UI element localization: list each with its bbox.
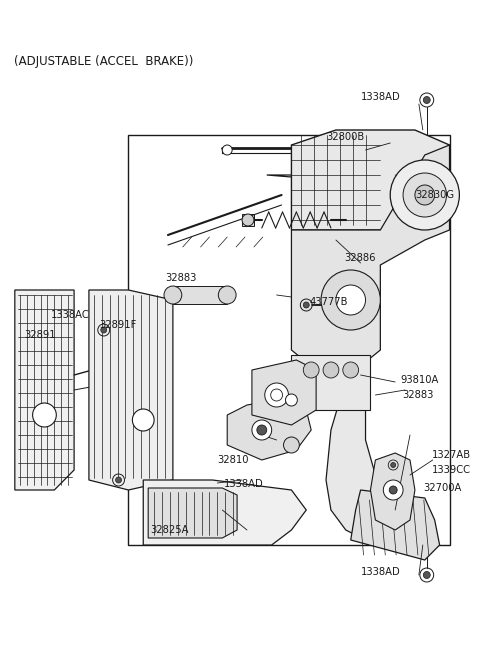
Polygon shape: [227, 400, 311, 460]
Text: 32886: 32886: [344, 253, 375, 263]
Text: 1338AD: 1338AD: [360, 567, 400, 577]
Polygon shape: [15, 290, 74, 490]
Text: 1327AB: 1327AB: [432, 450, 471, 460]
Bar: [291, 355, 371, 410]
Circle shape: [403, 173, 446, 217]
Circle shape: [101, 327, 107, 333]
Circle shape: [33, 403, 56, 427]
Text: 1339CC: 1339CC: [432, 465, 471, 475]
Circle shape: [284, 437, 300, 453]
Polygon shape: [291, 130, 449, 230]
Polygon shape: [89, 290, 173, 490]
Polygon shape: [143, 480, 306, 545]
Text: 1338AC: 1338AC: [51, 310, 90, 320]
Circle shape: [265, 383, 288, 407]
Circle shape: [257, 425, 267, 435]
Circle shape: [423, 571, 430, 579]
Text: 1338AD: 1338AD: [360, 92, 400, 102]
Polygon shape: [371, 453, 415, 530]
Text: 32891: 32891: [24, 330, 56, 340]
Circle shape: [336, 285, 366, 315]
Text: (ADJUSTABLE (ACCEL  BRAKE)): (ADJUSTABLE (ACCEL BRAKE)): [14, 55, 193, 68]
Polygon shape: [351, 490, 440, 560]
Circle shape: [303, 302, 309, 308]
Text: 32830G: 32830G: [415, 190, 454, 200]
Circle shape: [132, 409, 154, 431]
Text: 32825A: 32825A: [150, 525, 189, 535]
Circle shape: [323, 362, 339, 378]
Text: 32800B: 32800B: [326, 132, 364, 142]
Polygon shape: [252, 360, 316, 425]
Text: 93810A: 93810A: [400, 375, 439, 385]
Bar: [129, 135, 449, 545]
Circle shape: [222, 145, 232, 155]
Circle shape: [343, 362, 359, 378]
Circle shape: [423, 96, 430, 104]
Circle shape: [384, 480, 403, 500]
Circle shape: [321, 270, 380, 330]
Text: 32883: 32883: [165, 273, 196, 283]
Polygon shape: [148, 488, 237, 538]
Polygon shape: [291, 145, 449, 370]
Text: 32700A: 32700A: [423, 483, 461, 493]
Circle shape: [389, 486, 397, 494]
Circle shape: [303, 362, 319, 378]
Circle shape: [164, 286, 182, 304]
Text: 43777B: 43777B: [309, 297, 348, 307]
Polygon shape: [267, 175, 395, 540]
Circle shape: [391, 462, 396, 468]
Circle shape: [286, 394, 298, 406]
Circle shape: [252, 420, 272, 440]
Circle shape: [116, 477, 121, 483]
Bar: [173, 286, 227, 304]
Circle shape: [218, 286, 236, 304]
Text: 32883: 32883: [402, 390, 433, 400]
Circle shape: [242, 214, 254, 226]
Circle shape: [415, 185, 435, 205]
Circle shape: [390, 160, 459, 230]
Text: 32810: 32810: [217, 455, 249, 465]
Text: 32891F: 32891F: [99, 320, 136, 330]
Bar: [242, 214, 254, 226]
Text: 1338AD: 1338AD: [224, 479, 264, 489]
